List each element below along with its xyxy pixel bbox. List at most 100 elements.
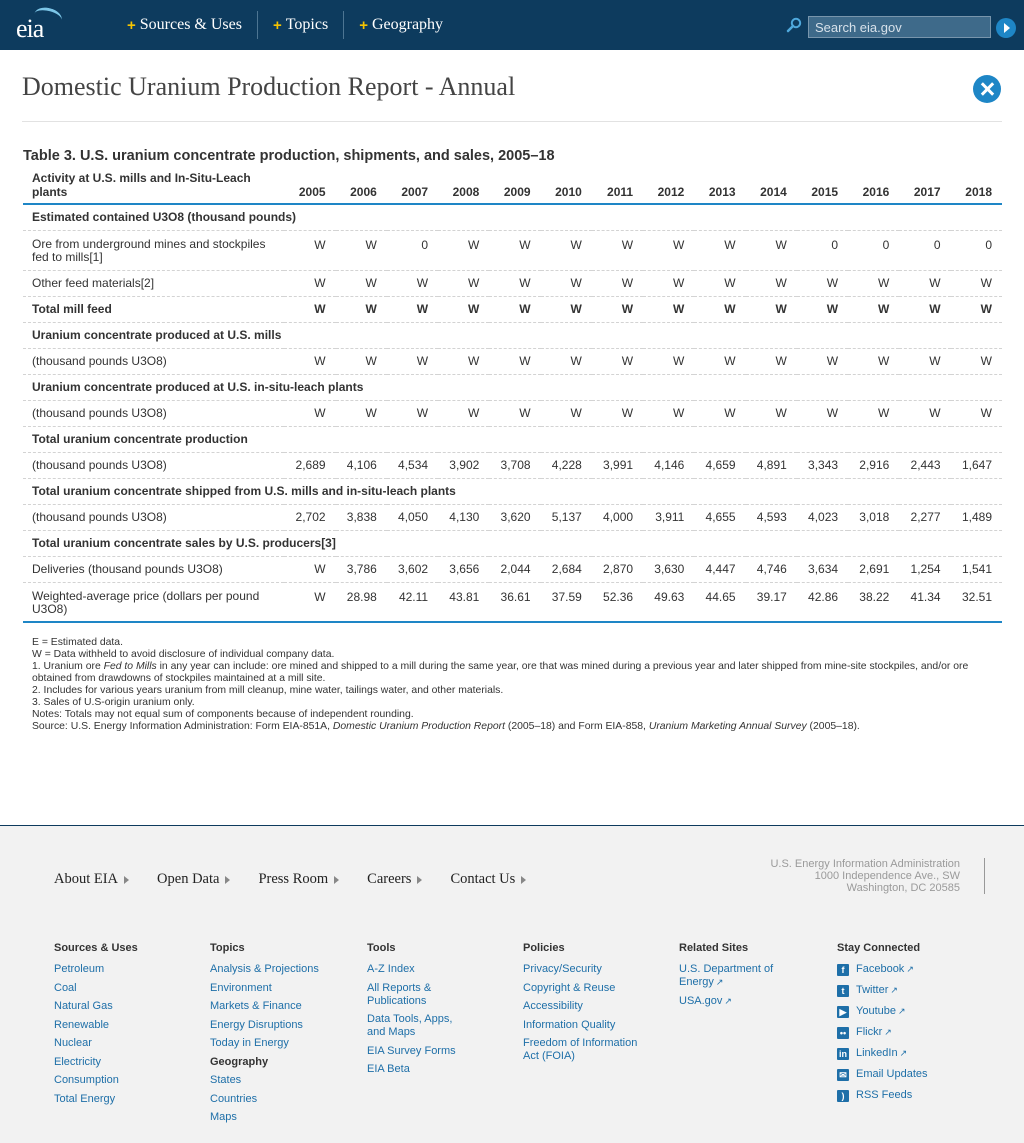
page-title: Domestic Uranium Production Report - Ann… [22,72,516,101]
column-header-year: 2010 [540,168,592,205]
footer-link-u-s-department-of-energy[interactable]: U.S. Department of Energy ↗ [679,963,774,988]
social-link-email-updates[interactable]: ✉ Email Updates [837,1068,928,1081]
section-label: Total uranium concentrate sales by U.S. … [23,530,1002,557]
footer-link-total-energy[interactable]: Total Energy [54,1092,116,1105]
footer-link-natural-gas[interactable]: Natural Gas [54,1000,113,1012]
social-link-facebook[interactable]: f Facebook ↗ [837,963,928,976]
table-cell: W [796,270,849,297]
footer-link-information-quality[interactable]: Information Quality [523,1018,616,1031]
table-cell: 4,146 [643,452,695,479]
nav-topics[interactable]: + Topics [258,11,345,39]
table-cell: 2,044 [489,556,541,583]
search-input[interactable] [808,16,991,38]
table-cell: 4,000 [591,504,644,531]
footer-link-countries[interactable]: Countries [210,1092,258,1105]
table-cell: 3,602 [386,556,439,583]
table-cell: W [438,270,490,297]
footer-link-eia-survey-forms[interactable]: EIA Survey Forms [367,1044,456,1057]
footer-link-renewable[interactable]: Renewable [54,1018,110,1031]
table-cell: 42.86 [796,582,849,623]
table-cell: W [489,270,541,297]
note-1: 1. Uranium ore Fed to Mills in any year … [32,661,969,684]
footer-col-sources: Sources & Uses Petroleum Coal Natural Gas Re… [54,942,138,1111]
nav-geography[interactable]: + Geography [344,11,458,39]
footer-col-title: Sources & Uses [54,942,138,954]
nav-sources-uses[interactable]: + Sources & Uses [112,11,258,39]
table-caption: Table 3. U.S. uranium concentrate produc… [23,148,555,164]
table-cell: 3,634 [796,556,849,583]
footer-link-electricity[interactable]: Electricity [54,1055,102,1068]
table-cell: W [591,230,644,271]
footer-link-accessibility[interactable]: Accessibility [523,1000,583,1012]
column-header-year: 2006 [335,168,387,205]
footer-link-eia-beta[interactable]: EIA Beta [367,1063,410,1075]
rss-icon: ) [837,1089,849,1102]
social-link-youtube[interactable]: ▶ Youtube ↗ [837,1005,928,1018]
footer-col-title: Related Sites [679,942,749,954]
plus-icon: + [359,16,368,34]
table-cell: W [745,348,797,375]
footer-link-petroleum[interactable]: Petroleum [54,963,105,975]
footer-link-all-reports-publications[interactable]: All Reports & Publications [367,981,432,1007]
footer-link-states[interactable]: States [210,1074,242,1086]
eia-logo[interactable]: eia [16,4,64,43]
table-cell: 38.22 [848,582,900,623]
table-cell: 1,254 [899,556,951,583]
footer-link-data-tools-apps-and-maps[interactable]: Data Tools, Apps, and Maps [367,1013,453,1038]
footer-link-markets-finance[interactable]: Markets & Finance [210,1000,302,1012]
table-cell: 3,902 [438,452,490,479]
footer-nav-about[interactable]: About EIA [54,871,130,888]
table-cell: W [284,296,336,323]
table-cell: W [694,296,746,323]
row-label: Deliveries (thousand pounds U3O8) [23,556,285,583]
top-nav-bar: eia + Sources & Uses + Topics + Geography [0,0,1024,50]
footer-link-analysis-projections[interactable]: Analysis & Projections [210,963,319,975]
table-section-row: Total uranium concentrate shipped from U… [23,478,1002,505]
table-cell: W [540,348,592,375]
arrow-right-icon [417,875,423,884]
social-link-flickr[interactable]: •• Flickr ↗ [837,1026,928,1039]
footer-link-environment[interactable]: Environment [210,981,272,994]
column-header-year: 2005 [284,168,336,205]
footer-link-a-z-index[interactable]: A-Z Index [367,963,415,975]
table-cell: W [694,270,746,297]
table-cell: 4,228 [540,452,592,479]
table-row: Deliveries (thousand pounds U3O8) W 3,786 3… [23,556,1002,583]
footer-link-coal[interactable]: Coal [54,981,77,994]
table-cell: W [694,230,746,271]
footer-nav-open-data[interactable]: Open Data [157,871,231,888]
social-link-twitter[interactable]: t Twitter ↗ [837,984,928,997]
footer-link-nuclear[interactable]: Nuclear [54,1037,92,1049]
table-cell: 5,137 [540,504,592,531]
footer-link-energy-disruptions[interactable]: Energy Disruptions [210,1018,303,1031]
social-link-rss-feeds[interactable]: ) RSS Feeds [837,1089,928,1102]
close-button[interactable] [973,75,1001,103]
footer-col-title: Policies [523,942,565,954]
footer-nav-careers[interactable]: Careers [367,871,423,888]
footer-nav-press-room[interactable]: Press Room [258,871,340,888]
footer-link-maps[interactable]: Maps [210,1111,237,1123]
footer-link-consumption[interactable]: Consumption [54,1074,119,1086]
footer-link-usa-gov[interactable]: USA.gov ↗ [679,994,732,1007]
footer-nav-contact[interactable]: Contact Us [450,871,527,888]
table-cell: W [899,400,951,427]
table-cell: W [386,400,439,427]
column-header-activity: Activity at U.S. mills and In-Situ-Leach… [23,168,285,205]
table-cell: 37.59 [540,582,592,623]
table-cell: W [745,270,797,297]
table-cell: 2,870 [591,556,644,583]
social-link-linkedin[interactable]: in LinkedIn ↗ [837,1047,908,1060]
footer-link-today-in-energy[interactable]: Today in Energy [210,1037,289,1049]
table-cell: W [284,230,336,271]
table-cell: W [745,400,797,427]
footer-link-copyright-reuse[interactable]: Copyright & Reuse [523,981,616,994]
table-cell: 4,593 [745,504,797,531]
column-header-year: 2009 [489,168,541,205]
table-cell: 0 [899,230,951,271]
footer-link-privacy-security[interactable]: Privacy/Security [523,963,602,975]
column-header-year: 2007 [386,168,439,205]
table-cell: W [694,348,746,375]
footer-link-freedom-of-information-act-foia[interactable]: Freedom of Information Act (FOIA) [523,1037,638,1062]
search-submit-button[interactable] [996,18,1016,38]
column-header-year: 2012 [643,168,695,205]
